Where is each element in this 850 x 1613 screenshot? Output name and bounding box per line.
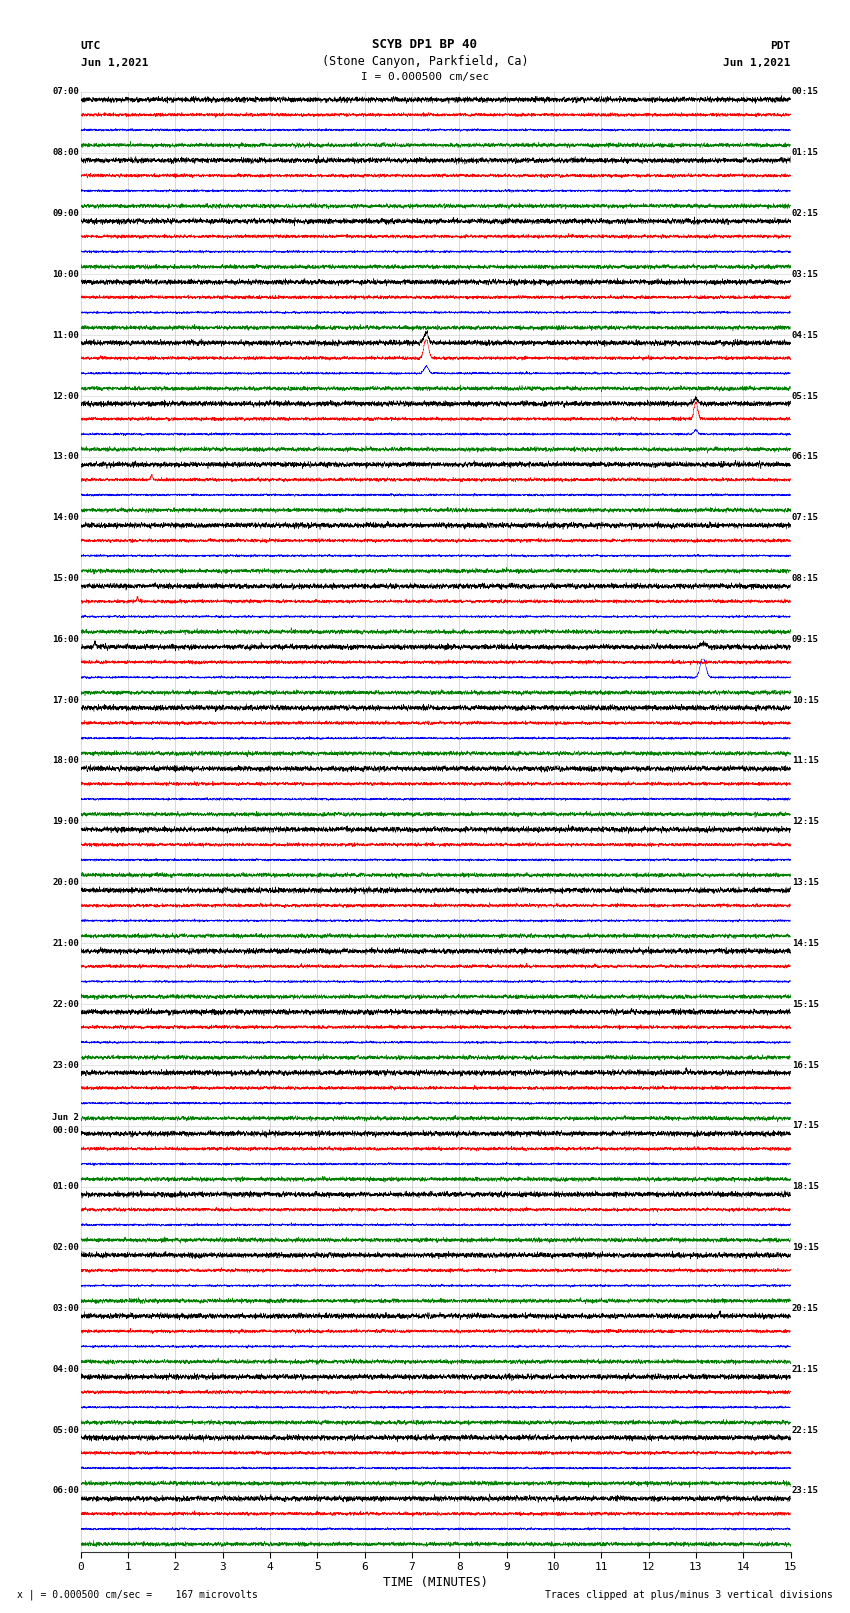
- Text: 07:00: 07:00: [53, 87, 79, 97]
- X-axis label: TIME (MINUTES): TIME (MINUTES): [383, 1576, 488, 1589]
- Text: 19:15: 19:15: [792, 1244, 819, 1252]
- Text: 12:15: 12:15: [792, 818, 819, 826]
- Text: 07:15: 07:15: [792, 513, 819, 523]
- Text: 00:00: 00:00: [53, 1126, 79, 1136]
- Text: 21:15: 21:15: [792, 1365, 819, 1374]
- Text: 23:15: 23:15: [792, 1487, 819, 1495]
- Text: 14:00: 14:00: [53, 513, 79, 523]
- Text: Jun 1,2021: Jun 1,2021: [81, 58, 148, 68]
- Text: 09:00: 09:00: [53, 210, 79, 218]
- Text: 20:00: 20:00: [53, 877, 79, 887]
- Text: 01:00: 01:00: [53, 1182, 79, 1192]
- Text: 23:00: 23:00: [53, 1061, 79, 1069]
- Text: (Stone Canyon, Parkfield, Ca): (Stone Canyon, Parkfield, Ca): [321, 55, 529, 68]
- Text: 11:15: 11:15: [792, 756, 819, 766]
- Text: 18:15: 18:15: [792, 1182, 819, 1192]
- Text: 10:00: 10:00: [53, 269, 79, 279]
- Text: Jun 1,2021: Jun 1,2021: [723, 58, 791, 68]
- Text: 09:15: 09:15: [792, 636, 819, 644]
- Text: Jun 2: Jun 2: [53, 1113, 79, 1121]
- Text: 21:00: 21:00: [53, 939, 79, 948]
- Text: 15:15: 15:15: [792, 1000, 819, 1008]
- Text: 13:15: 13:15: [792, 877, 819, 887]
- Text: 05:15: 05:15: [792, 392, 819, 400]
- Text: 08:15: 08:15: [792, 574, 819, 582]
- Text: 22:00: 22:00: [53, 1000, 79, 1008]
- Text: 08:00: 08:00: [53, 148, 79, 156]
- Text: 04:15: 04:15: [792, 331, 819, 340]
- Text: 22:15: 22:15: [792, 1426, 819, 1434]
- Text: 15:00: 15:00: [53, 574, 79, 582]
- Text: PDT: PDT: [770, 40, 790, 50]
- Text: 02:15: 02:15: [792, 210, 819, 218]
- Text: 03:15: 03:15: [792, 269, 819, 279]
- Text: 17:00: 17:00: [53, 695, 79, 705]
- Text: 19:00: 19:00: [53, 818, 79, 826]
- Text: I = 0.000500 cm/sec: I = 0.000500 cm/sec: [361, 73, 489, 82]
- Text: 17:15: 17:15: [792, 1121, 819, 1131]
- Text: x | = 0.000500 cm/sec =    167 microvolts: x | = 0.000500 cm/sec = 167 microvolts: [17, 1589, 258, 1600]
- Text: 20:15: 20:15: [792, 1303, 819, 1313]
- Text: 16:15: 16:15: [792, 1061, 819, 1069]
- Text: 10:15: 10:15: [792, 695, 819, 705]
- Text: 05:00: 05:00: [53, 1426, 79, 1434]
- Text: 13:00: 13:00: [53, 452, 79, 461]
- Text: 06:15: 06:15: [792, 452, 819, 461]
- Text: SCYB DP1 BP 40: SCYB DP1 BP 40: [372, 37, 478, 50]
- Text: 11:00: 11:00: [53, 331, 79, 340]
- Text: 16:00: 16:00: [53, 636, 79, 644]
- Text: 00:15: 00:15: [792, 87, 819, 97]
- Text: 03:00: 03:00: [53, 1303, 79, 1313]
- Text: 01:15: 01:15: [792, 148, 819, 156]
- Text: UTC: UTC: [81, 40, 101, 50]
- Text: Traces clipped at plus/minus 3 vertical divisions: Traces clipped at plus/minus 3 vertical …: [545, 1590, 833, 1600]
- Text: 18:00: 18:00: [53, 756, 79, 766]
- Text: 02:00: 02:00: [53, 1244, 79, 1252]
- Text: 06:00: 06:00: [53, 1487, 79, 1495]
- Text: 04:00: 04:00: [53, 1365, 79, 1374]
- Text: 12:00: 12:00: [53, 392, 79, 400]
- Text: 14:15: 14:15: [792, 939, 819, 948]
